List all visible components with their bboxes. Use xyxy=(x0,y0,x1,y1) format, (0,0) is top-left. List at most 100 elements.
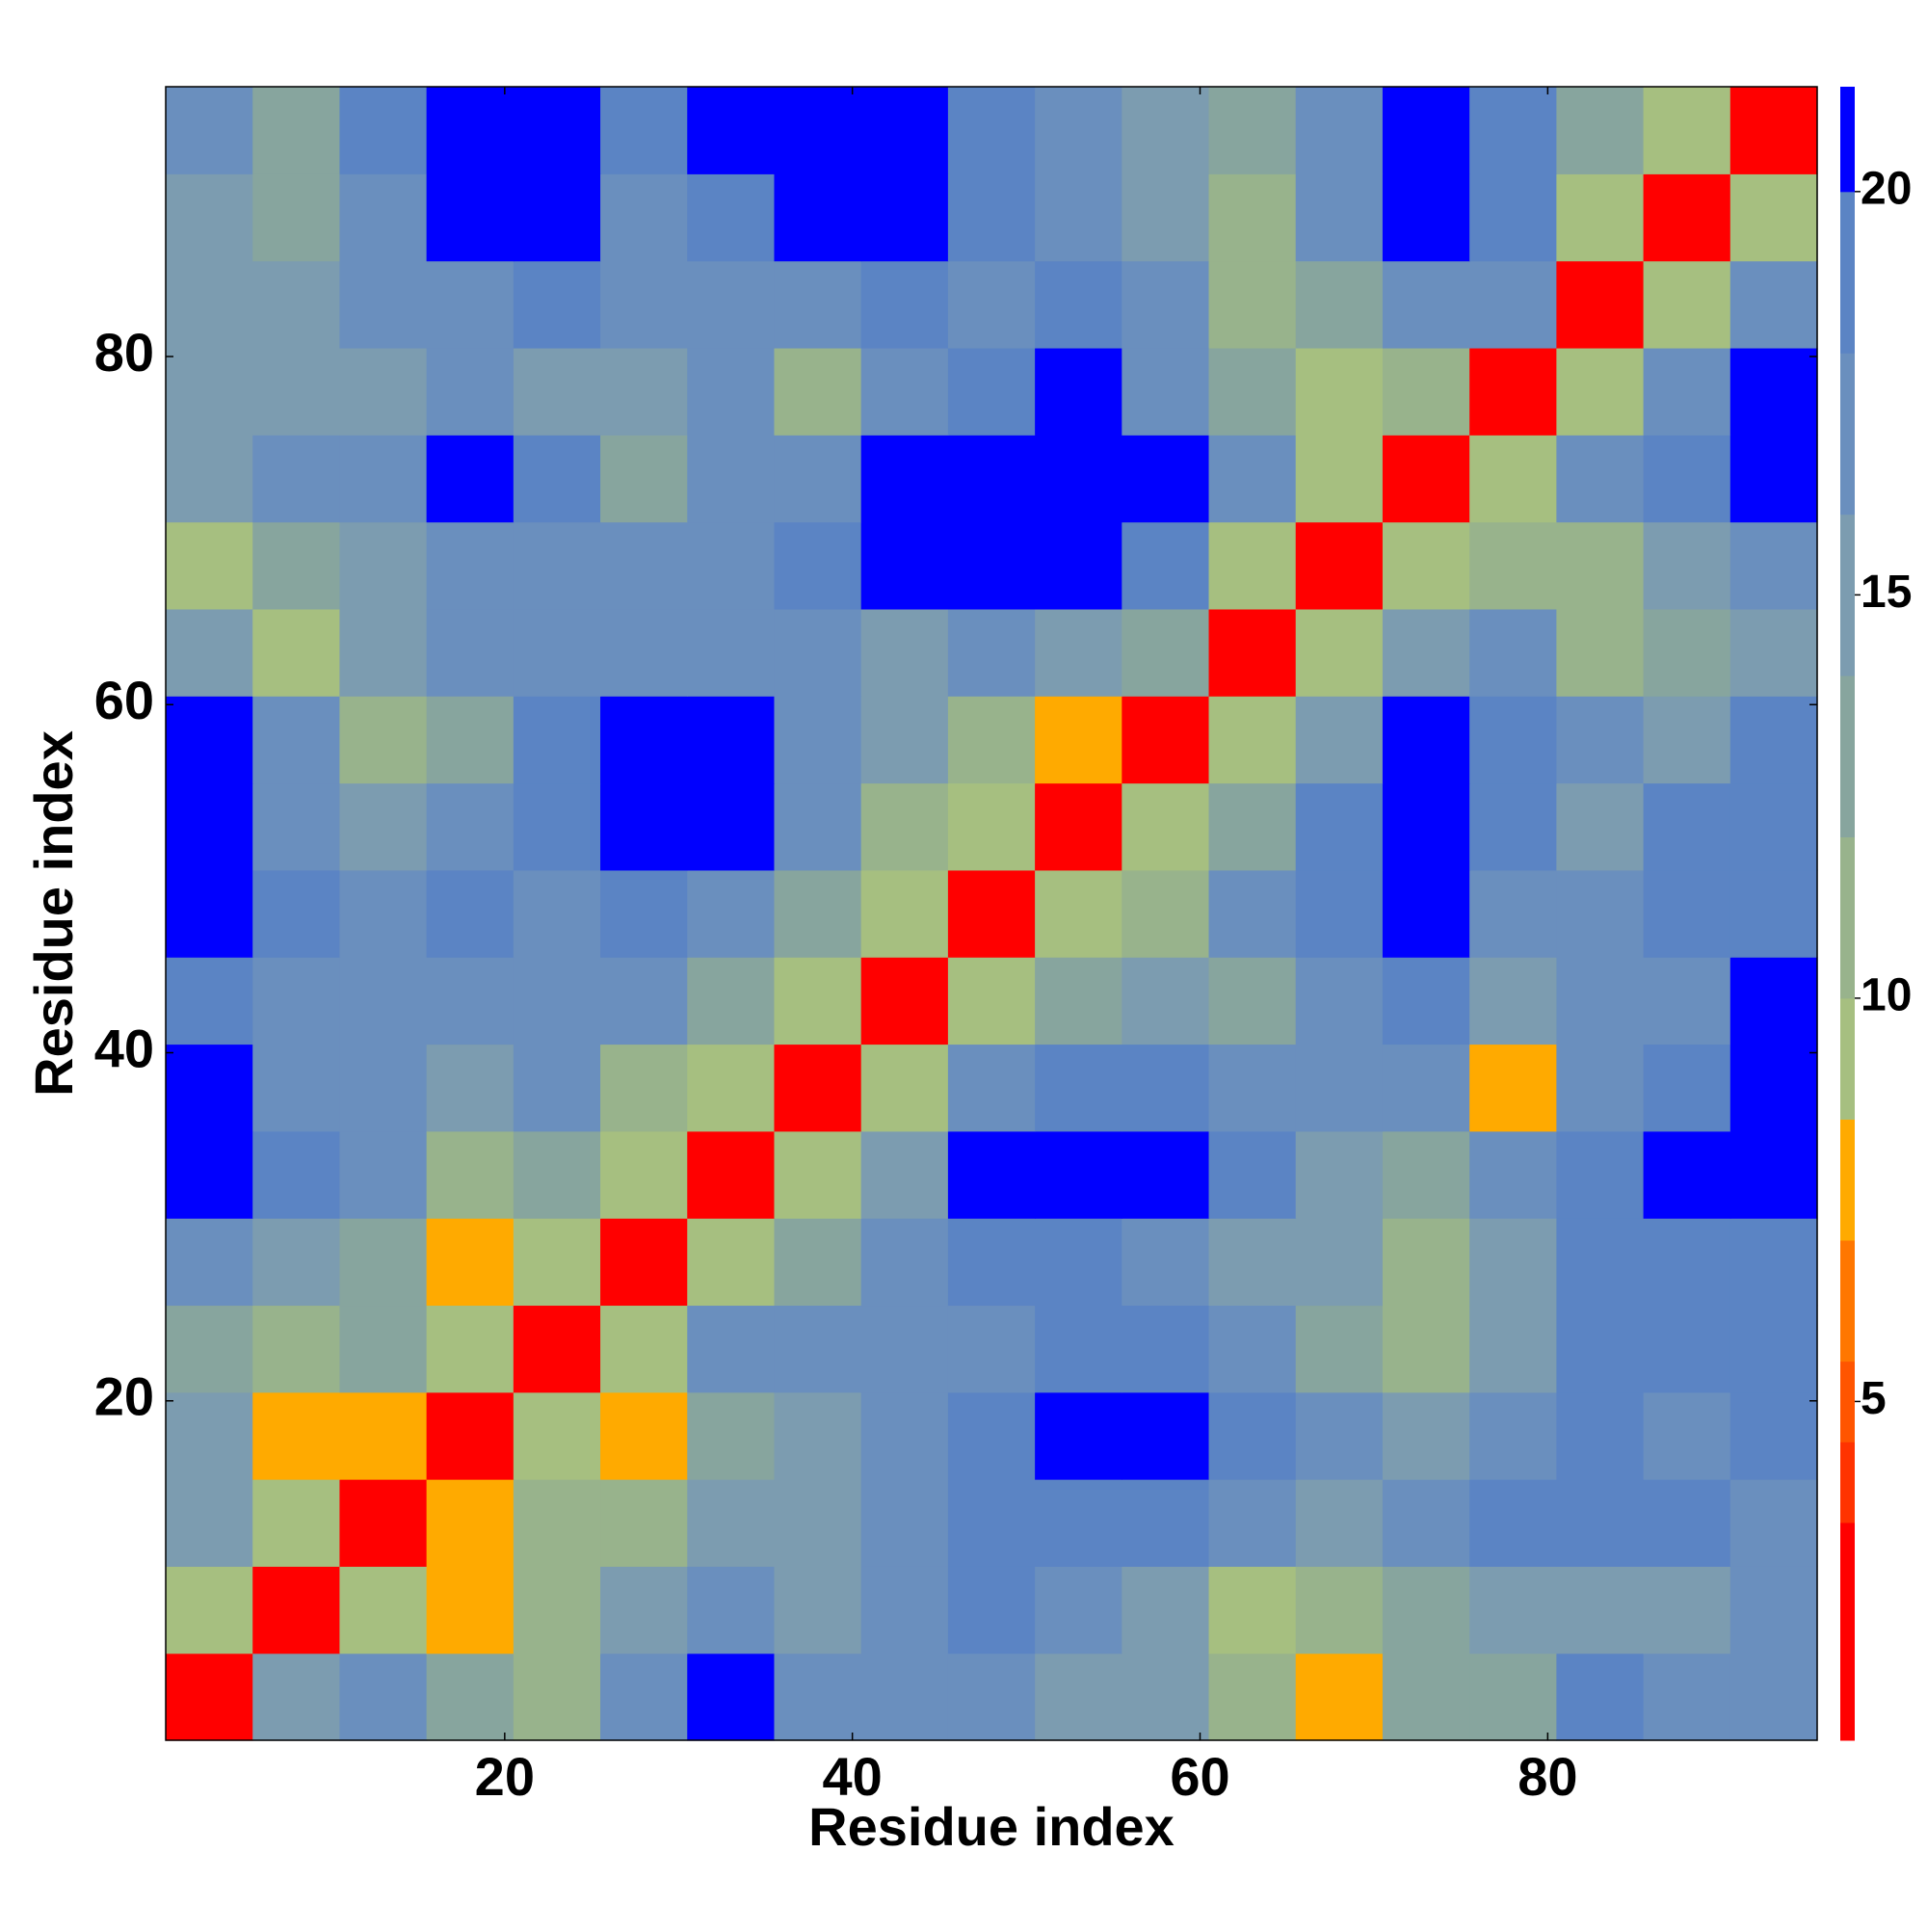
heatmap-cell xyxy=(1469,87,1557,174)
heatmap-cell xyxy=(774,1218,862,1307)
heatmap-cell xyxy=(252,1653,341,1741)
heatmap-cell xyxy=(1469,1044,1557,1132)
heatmap-cell xyxy=(1122,608,1210,697)
heatmap-cell xyxy=(687,521,776,610)
heatmap-cell xyxy=(1643,1653,1731,1741)
heatmap-cell xyxy=(687,435,776,523)
y-tick-label: 20 xyxy=(94,1366,154,1427)
heatmap-cell xyxy=(774,608,862,697)
colorbar-tick-label: 5 xyxy=(1861,1373,1887,1424)
heatmap-cell xyxy=(1382,173,1470,262)
colorbar-band xyxy=(1840,1361,1855,1442)
heatmap-cell xyxy=(513,1566,601,1654)
heatmap-cell xyxy=(339,173,428,262)
heatmap-cell xyxy=(1729,869,1818,958)
heatmap-cell xyxy=(1382,1130,1470,1219)
heatmap-cell xyxy=(513,957,601,1045)
heatmap-cell xyxy=(513,347,601,436)
heatmap-cell xyxy=(1556,1044,1645,1132)
heatmap-cell xyxy=(1556,521,1645,610)
heatmap-cell xyxy=(1295,521,1384,610)
heatmap-cell xyxy=(1382,1218,1470,1307)
heatmap-cell xyxy=(1208,260,1297,349)
heatmap-cell xyxy=(600,696,688,784)
heatmap-cell xyxy=(687,957,776,1045)
heatmap-cell xyxy=(600,1130,688,1219)
y-tick-label: 40 xyxy=(94,1018,154,1078)
heatmap-cell xyxy=(513,1218,601,1307)
heatmap-cell xyxy=(1556,435,1645,523)
heatmap-cell xyxy=(1122,521,1210,610)
heatmap-cell xyxy=(1729,347,1818,436)
heatmap-cell xyxy=(1122,696,1210,784)
heatmap-cell xyxy=(1729,1130,1818,1219)
heatmap-cell xyxy=(1469,782,1557,871)
heatmap-cell xyxy=(947,608,1036,697)
heatmap-cell xyxy=(166,260,253,349)
heatmap-cell xyxy=(600,347,688,436)
heatmap-cell xyxy=(1295,1566,1384,1654)
heatmap-cell xyxy=(1729,260,1818,349)
heatmap-cell xyxy=(1122,347,1210,436)
heatmap-cell xyxy=(339,1044,428,1132)
heatmap-cell xyxy=(426,782,515,871)
heatmap-cell xyxy=(339,1218,428,1307)
heatmap-cell xyxy=(1295,173,1384,262)
heatmap-cell xyxy=(774,260,862,349)
heatmap-cell xyxy=(600,1566,688,1654)
heatmap-cell xyxy=(1729,1305,1818,1393)
heatmap-cell xyxy=(774,87,862,174)
heatmap-cell xyxy=(1295,87,1384,174)
heatmap-cell xyxy=(1208,87,1297,174)
heatmap-cell xyxy=(1556,1653,1645,1741)
heatmap-cell xyxy=(947,696,1036,784)
heatmap-cell xyxy=(339,782,428,871)
heatmap-cell xyxy=(1295,696,1384,784)
heatmap-cell xyxy=(947,521,1036,610)
heatmap-cell xyxy=(1469,435,1557,523)
heatmap-cell xyxy=(1035,957,1122,1045)
heatmap-cell xyxy=(1208,1218,1297,1307)
heatmap-cell xyxy=(1122,1566,1210,1654)
heatmap-cell xyxy=(1556,260,1645,349)
heatmap-cell xyxy=(339,696,428,784)
heatmap-cell xyxy=(774,957,862,1045)
heatmap-cell xyxy=(600,608,688,697)
heatmap-cell xyxy=(1469,608,1557,697)
heatmap-cell xyxy=(860,1044,949,1132)
x-tick-label: 20 xyxy=(475,1746,535,1807)
heatmap-cell xyxy=(426,521,515,610)
heatmap-cell xyxy=(1035,1391,1122,1480)
heatmap-cell xyxy=(774,1305,862,1393)
heatmap-cell xyxy=(1729,87,1818,174)
heatmap-cell xyxy=(1469,1391,1557,1480)
heatmap-cell xyxy=(947,869,1036,958)
heatmap-cell xyxy=(1643,1566,1731,1654)
heatmap-cell xyxy=(1643,608,1731,697)
heatmap-cell xyxy=(1035,347,1122,436)
heatmap-cell xyxy=(1643,696,1731,784)
colorbar-band xyxy=(1840,1442,1855,1523)
heatmap-cell xyxy=(1382,782,1470,871)
heatmap-cell xyxy=(1208,347,1297,436)
heatmap-cell xyxy=(339,1391,428,1480)
heatmap-cell xyxy=(1382,347,1470,436)
heatmap-cell xyxy=(1382,696,1470,784)
heatmap-cell xyxy=(774,173,862,262)
colorbar-band xyxy=(1840,1240,1855,1363)
heatmap-cell xyxy=(1295,782,1384,871)
heatmap-cell xyxy=(774,782,862,871)
heatmap-cell xyxy=(1208,1479,1297,1567)
heatmap-cell xyxy=(600,87,688,174)
heatmap-cell xyxy=(513,1653,601,1741)
heatmap-cell xyxy=(339,1305,428,1393)
heatmap-cell xyxy=(860,782,949,871)
heatmap-cell xyxy=(600,1305,688,1393)
heatmap-cell xyxy=(513,1130,601,1219)
heatmap-cell xyxy=(1556,782,1645,871)
heatmap-cell xyxy=(513,782,601,871)
heatmap-cell xyxy=(1208,1305,1297,1393)
heatmap-cell xyxy=(513,1305,601,1393)
heatmap-cell xyxy=(1643,1218,1731,1307)
heatmap-cell xyxy=(1035,1566,1122,1654)
